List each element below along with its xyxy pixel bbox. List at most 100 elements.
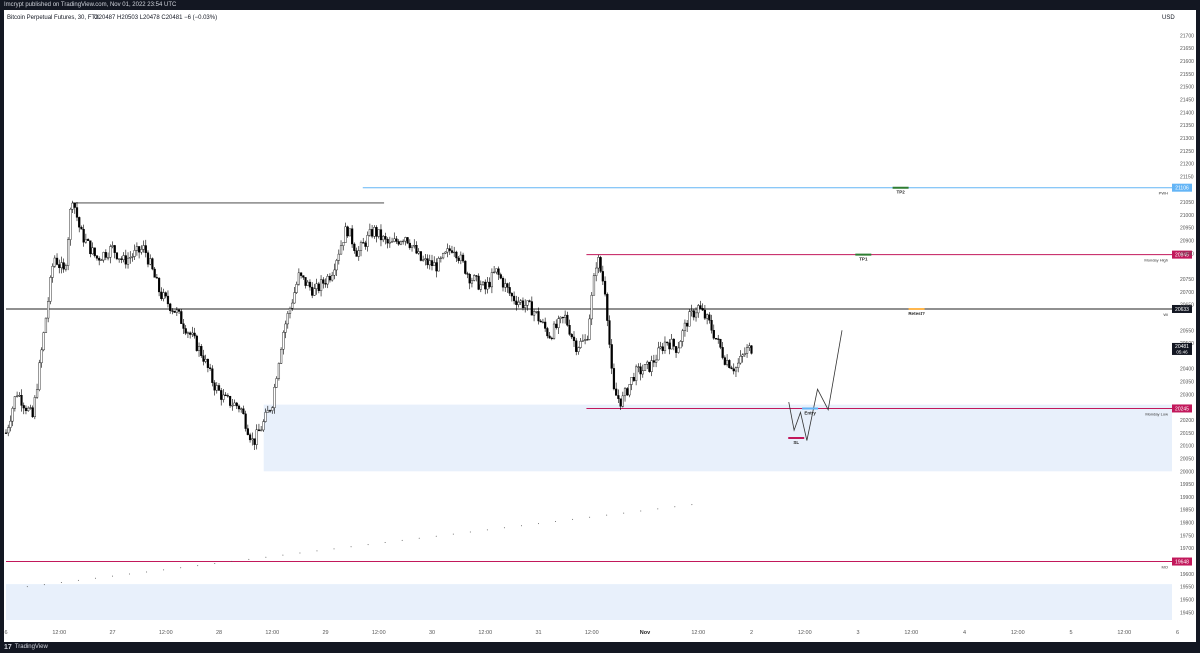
trendline-dot — [316, 550, 318, 552]
tradingview-logo[interactable]: 17 TradingView — [4, 642, 48, 653]
y-tick-label: 21050 — [1180, 200, 1194, 206]
candle-body — [486, 281, 489, 290]
candle-body — [131, 256, 134, 258]
candle-body — [639, 366, 642, 375]
price-chart[interactable]: Bitcoin Perpetual Futures, 30, FTX O2048… — [4, 10, 1196, 642]
candle-body — [228, 396, 232, 406]
candle-body — [75, 207, 79, 218]
candle-body — [89, 240, 92, 255]
candle-body — [422, 259, 425, 261]
trendline-dot — [452, 533, 454, 535]
candle-body — [608, 320, 611, 345]
candle-body — [284, 323, 287, 333]
candle-body — [714, 338, 718, 340]
candle-body — [220, 390, 223, 400]
trendline-dot — [384, 542, 386, 544]
candle-body — [33, 397, 36, 418]
chart-frame: Bitcoin Perpetual Futures, 30, FTX O2048… — [4, 10, 1196, 642]
candle-body — [222, 394, 225, 400]
candle-body — [464, 260, 467, 274]
candle-body — [466, 273, 469, 275]
candle-body — [668, 342, 671, 350]
y-tick-label: 20150 — [1180, 431, 1194, 437]
candle-body — [226, 395, 229, 397]
y-tick-label: 21700 — [1180, 33, 1194, 39]
candle-body — [31, 407, 34, 418]
trendline-dot — [265, 556, 267, 558]
candle-body — [191, 332, 194, 335]
candle-body — [710, 319, 713, 331]
candle-body — [601, 271, 604, 282]
candle-body — [331, 275, 334, 281]
candle-body — [512, 295, 516, 302]
candle-body — [195, 335, 198, 351]
candle-body — [80, 227, 83, 230]
candle-body — [264, 412, 267, 422]
candle-body — [741, 354, 744, 357]
trendline-dot — [555, 520, 557, 522]
candle-body — [15, 395, 19, 397]
candle-body — [364, 242, 367, 247]
candle-body — [428, 260, 431, 266]
level-label: PWH — [1159, 191, 1168, 196]
candle-body — [461, 254, 465, 262]
trendline-dot — [401, 539, 403, 541]
candle-body — [91, 247, 94, 255]
candle-body — [82, 228, 85, 243]
candle-body — [184, 328, 187, 334]
candle-body — [288, 307, 292, 314]
trendline-dot — [486, 529, 488, 531]
y-tick-label: 21600 — [1180, 59, 1194, 65]
x-tick-label: 4 — [963, 630, 966, 636]
level-price-text: 20845 — [1175, 253, 1189, 259]
candle-body — [597, 257, 600, 269]
candle-body — [626, 388, 629, 396]
candle-body — [138, 246, 141, 253]
candle-body — [495, 268, 498, 273]
candle-body — [586, 339, 589, 341]
candle-body — [335, 260, 338, 271]
x-tick-label: 3 — [856, 630, 859, 636]
candle-body — [209, 367, 212, 369]
candle-body — [388, 241, 391, 244]
candle-body — [402, 240, 405, 243]
candle-body — [291, 302, 294, 309]
candle-body — [732, 368, 735, 372]
level-label: Monday Low — [1145, 411, 1168, 416]
candle-body — [62, 262, 65, 270]
candle-body — [186, 332, 190, 334]
x-tick-label: Nov — [640, 630, 651, 636]
candle-body — [575, 340, 578, 352]
candle-body — [579, 341, 582, 348]
candle-body — [617, 395, 620, 399]
candle-body — [566, 314, 569, 326]
candle-body — [657, 347, 660, 361]
candle-body — [395, 238, 398, 242]
candle-body — [666, 341, 669, 344]
y-tick-label: 20050 — [1180, 456, 1194, 462]
candle-body — [22, 405, 25, 409]
candle-body — [302, 275, 305, 278]
y-tick-label: 19450 — [1180, 610, 1194, 616]
candle-body — [588, 318, 591, 340]
candle-body — [490, 272, 494, 288]
y-tick-label: 21500 — [1180, 85, 1194, 91]
candle-body — [311, 286, 314, 296]
trendline-dot — [333, 548, 335, 550]
candle-body — [273, 387, 276, 408]
trendline-dot — [214, 563, 216, 565]
projection-path — [788, 330, 843, 441]
y-tick-label: 20000 — [1180, 469, 1194, 475]
publish-header: Imcrypt published on TradingView.com, No… — [0, 0, 1200, 10]
candle-body — [51, 266, 54, 278]
x-tick-label: 12:00 — [585, 630, 599, 636]
candle-body — [413, 245, 416, 247]
candle-body — [677, 347, 680, 353]
candle-body — [180, 311, 183, 324]
candle-body — [734, 367, 738, 372]
candle-body — [84, 239, 87, 243]
level-price-text: 21106 — [1175, 186, 1189, 192]
candle-body — [339, 245, 343, 255]
candle-body — [324, 283, 327, 285]
candle-body — [142, 245, 145, 250]
